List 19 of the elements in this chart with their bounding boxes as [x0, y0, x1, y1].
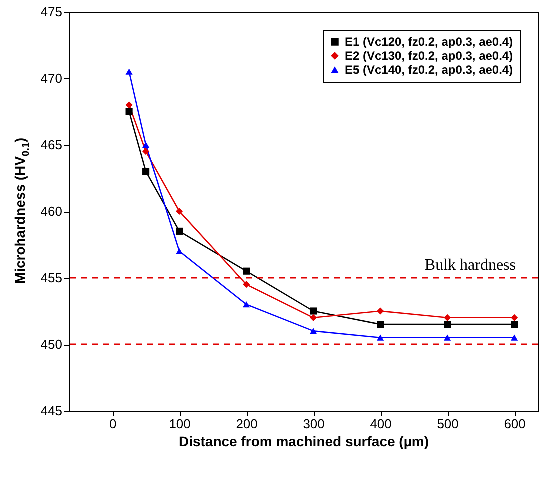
- ref-line-label: Bulk hardness: [424, 257, 516, 274]
- legend-label: E2 (Vc130, fz0.2, ap0.3, ae0.4): [345, 49, 514, 63]
- y-tick-label: 475: [40, 4, 62, 20]
- y-tick-label: 455: [40, 270, 62, 286]
- y-tick-label: 450: [40, 337, 62, 352]
- y-tick-label: 470: [40, 71, 62, 86]
- x-tick-label: 0: [109, 416, 117, 432]
- x-axis-title: Distance from machined surface (µm): [178, 434, 430, 450]
- legend-label: E1 (Vc120, fz0.2, ap0.3, ae0.4): [345, 35, 514, 49]
- y-tick-label: 465: [40, 138, 62, 152]
- y-tick-label: 445: [40, 404, 62, 418]
- x-tick-label: 500: [437, 416, 459, 432]
- y-tick-label: 460: [40, 204, 62, 219]
- x-tick-label: 200: [236, 416, 258, 432]
- x-tick-label: 100: [169, 416, 191, 432]
- x-tick-label: 400: [370, 416, 392, 432]
- x-tick-label: 600: [504, 416, 526, 432]
- legend-label: E5 (Vc140, fz0.2, ap0.3, ae0.4): [345, 63, 514, 77]
- x-tick-label: 300: [303, 416, 325, 432]
